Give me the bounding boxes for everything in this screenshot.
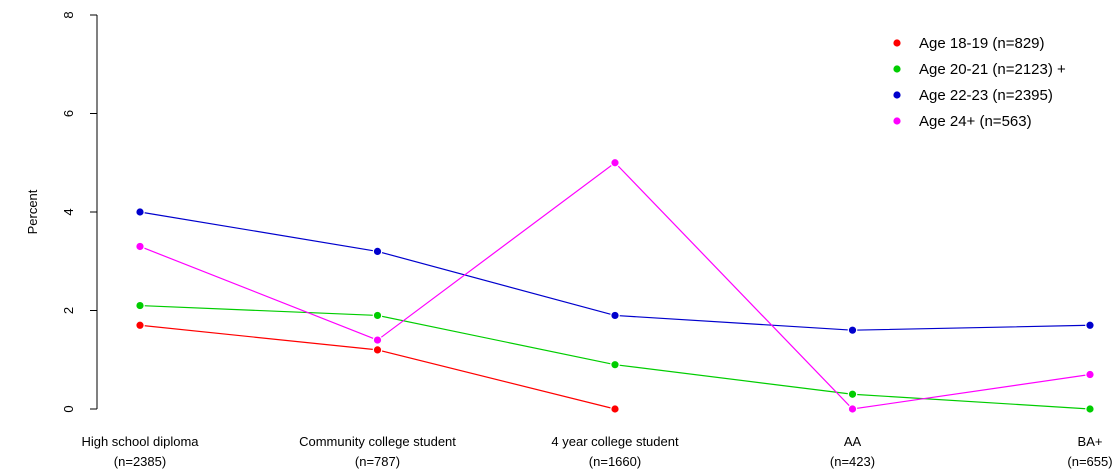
data-point-series-3 — [372, 246, 383, 257]
x-tick-label: AA — [844, 434, 862, 449]
series-points — [135, 157, 1095, 414]
data-point-series-3 — [847, 325, 858, 335]
legend-label: Age 20-21 (n=2123) + — [919, 61, 1066, 78]
legend-marker — [892, 64, 902, 74]
y-tick-label: 0 — [61, 405, 76, 412]
data-point-series-3 — [135, 207, 145, 217]
data-point-series-2 — [610, 359, 620, 370]
data-point-series-1 — [135, 320, 145, 331]
data-point-series-1 — [372, 345, 383, 355]
series-lines — [139, 161, 1091, 410]
legend-marker — [892, 38, 902, 48]
series-line-2 — [139, 304, 1091, 410]
x-tick-count: (n=1660) — [589, 454, 641, 469]
y-axis-label: Percent — [25, 189, 40, 234]
data-point-series-4 — [372, 335, 383, 345]
data-point-series-2 — [847, 389, 858, 400]
data-point-series-2 — [1085, 404, 1095, 414]
data-point-series-2 — [135, 300, 145, 311]
y-tick-label: 2 — [61, 307, 76, 314]
x-tick-label: High school diploma — [81, 434, 199, 449]
data-point-series-4 — [610, 157, 620, 168]
data-point-series-4 — [847, 404, 858, 414]
data-point-series-3 — [610, 310, 620, 321]
legend-label: Age 22-23 (n=2395) — [919, 87, 1053, 104]
y-tick-label: 8 — [61, 11, 76, 18]
x-tick-count: (n=423) — [830, 454, 875, 469]
legend: Age 18-19 (n=829) Age 20-21 (n=2123) + Age… — [892, 35, 1066, 130]
data-point-series-2 — [372, 310, 383, 321]
legend-marker — [892, 116, 902, 126]
x-tick-label: BA+ — [1078, 434, 1103, 449]
data-point-series-4 — [135, 241, 145, 252]
x-axis: High school diploma (n=2385) Community col… — [81, 434, 1112, 469]
data-point-series-4 — [1085, 369, 1095, 380]
x-tick-label: Community college student — [299, 434, 456, 449]
x-tick-count: (n=655) — [1067, 454, 1112, 469]
data-point-series-3 — [1085, 320, 1095, 331]
series-line-4 — [139, 161, 1091, 410]
y-tick-label: 4 — [61, 208, 76, 215]
legend-label: Age 24+ (n=563) — [919, 113, 1032, 130]
legend-marker — [892, 90, 902, 100]
x-tick-count: (n=2385) — [114, 454, 166, 469]
legend-label: Age 18-19 (n=829) — [919, 35, 1045, 52]
data-point-series-1 — [610, 404, 620, 414]
x-tick-label: 4 year college student — [551, 434, 679, 449]
y-tick-label: 6 — [61, 110, 76, 117]
x-tick-count: (n=787) — [355, 454, 400, 469]
y-axis: 0 2 4 6 8 Percent — [25, 11, 98, 413]
